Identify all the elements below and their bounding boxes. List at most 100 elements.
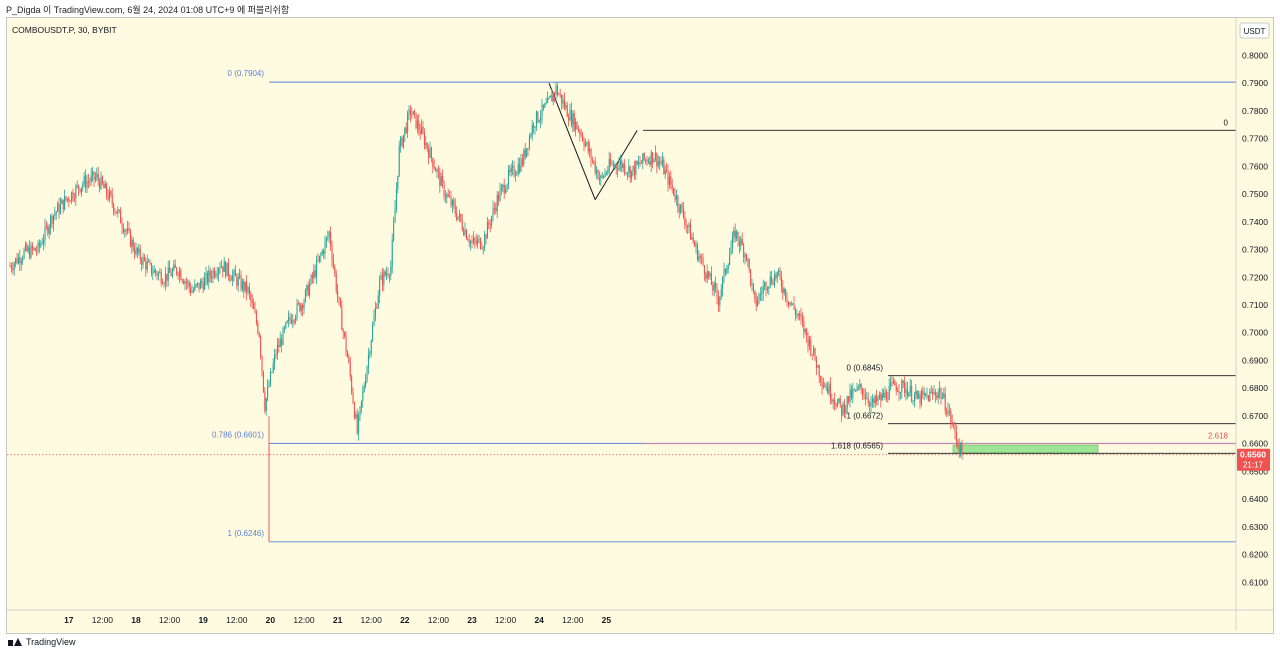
candle-body <box>468 240 470 244</box>
candle <box>878 391 880 400</box>
candle-body <box>792 303 794 305</box>
candle-body <box>332 260 334 267</box>
candle <box>366 365 368 383</box>
candle-body <box>617 167 619 171</box>
candle-body <box>37 242 39 252</box>
candle <box>398 140 400 178</box>
candle <box>860 383 862 394</box>
candle <box>311 271 313 284</box>
candle <box>486 217 488 239</box>
candle-body <box>724 268 726 274</box>
candle-body <box>395 189 397 208</box>
candle-body <box>219 267 221 269</box>
candle <box>778 267 780 276</box>
candle-body <box>15 258 17 264</box>
candle-body <box>702 257 704 266</box>
candle-body <box>232 274 234 281</box>
candle-body <box>766 288 768 290</box>
candle-body <box>933 392 935 394</box>
candle-body <box>69 201 71 202</box>
candle-body <box>9 266 11 268</box>
candle <box>622 162 624 173</box>
candle <box>418 113 420 136</box>
candle-body <box>261 355 263 372</box>
candle <box>265 397 267 416</box>
candle <box>481 241 483 250</box>
chart-frame[interactable] <box>6 17 1274 634</box>
candle <box>643 152 645 162</box>
candle-body <box>555 85 557 96</box>
candle <box>510 163 512 177</box>
candle <box>411 107 413 120</box>
candle-body <box>652 152 654 163</box>
candle <box>667 164 669 192</box>
candle <box>843 398 845 418</box>
candle-body <box>195 284 197 286</box>
candle <box>127 220 129 235</box>
candle <box>142 252 144 269</box>
candle-body <box>650 152 652 165</box>
candle <box>558 92 560 96</box>
candle-body <box>857 386 859 388</box>
candle <box>351 374 353 396</box>
candle <box>293 319 295 326</box>
candle <box>880 391 882 408</box>
candle-body <box>146 261 148 270</box>
candle <box>744 252 746 265</box>
candle-body <box>684 217 686 225</box>
candle <box>23 247 25 260</box>
candle-body <box>897 391 899 392</box>
candle <box>283 325 285 334</box>
candle-body <box>842 403 844 416</box>
candle-body <box>205 272 207 279</box>
candle <box>862 387 864 400</box>
candle <box>247 285 249 296</box>
candle-body <box>415 112 417 129</box>
candle <box>544 102 546 108</box>
candle-body <box>152 272 154 274</box>
candle <box>663 156 665 175</box>
candle-body <box>310 275 312 284</box>
candle <box>404 127 406 142</box>
candle-body <box>635 161 637 175</box>
candle-body <box>338 297 340 299</box>
candle-body <box>926 395 928 397</box>
candle-body <box>747 259 749 261</box>
candle-body <box>127 228 129 232</box>
candle <box>254 301 256 314</box>
candle-body <box>269 372 271 386</box>
candle-body <box>538 120 540 122</box>
candle-body <box>827 387 829 394</box>
candle <box>894 379 896 386</box>
candle <box>633 160 635 180</box>
candle-body <box>356 414 358 433</box>
candle-body <box>71 192 73 202</box>
candle <box>435 166 437 172</box>
candle <box>881 388 883 401</box>
drawings: 0 (0.7904) 0.786 (0.6601) 1 (0.6246) 0 2.618… <box>7 69 1236 543</box>
candle-body <box>598 178 600 180</box>
candle-body <box>72 192 74 199</box>
candle <box>440 172 442 187</box>
target-box <box>952 444 1099 453</box>
candle-body <box>524 149 526 157</box>
candle-body <box>94 177 96 180</box>
candle-body <box>547 98 549 103</box>
candle <box>47 223 49 237</box>
candle <box>34 247 36 252</box>
candle <box>491 215 493 229</box>
candle-body <box>209 270 211 277</box>
candle-body <box>295 316 297 321</box>
x-tick-label: 23 <box>467 615 477 625</box>
candle <box>533 122 535 134</box>
candle <box>285 321 287 330</box>
candle <box>666 162 668 174</box>
candle <box>79 188 81 194</box>
candle-body <box>344 331 346 337</box>
candle-body <box>464 229 466 235</box>
candle <box>524 142 526 160</box>
candle-body <box>446 194 448 198</box>
candle-body <box>846 396 848 408</box>
candle <box>615 163 617 175</box>
